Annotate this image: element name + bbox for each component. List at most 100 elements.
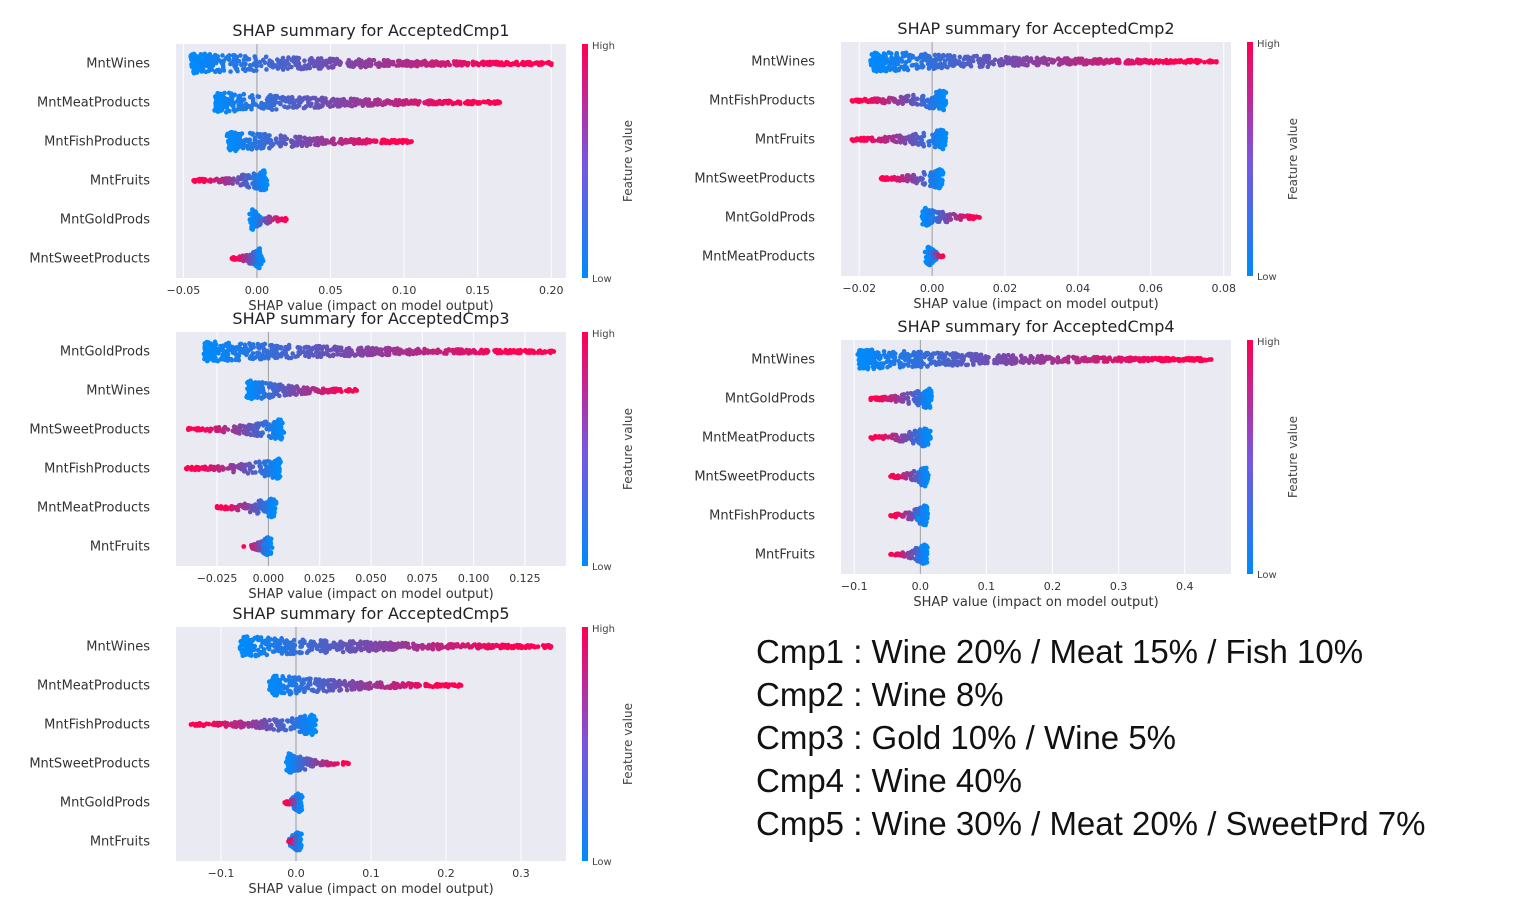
shap-dot [911, 173, 917, 178]
shap-dot [437, 98, 442, 104]
shap-dot [194, 427, 200, 433]
shap-dot [225, 358, 231, 363]
shap-dot [353, 59, 359, 64]
shap-dot [985, 64, 991, 70]
shap-dot [446, 347, 451, 352]
shap-dot [262, 355, 268, 360]
shap-dot [226, 90, 232, 96]
shap-dot [904, 65, 910, 70]
shap-dot [855, 99, 861, 104]
x-tick-label: 0.20 [539, 284, 564, 297]
shap-dot [257, 249, 263, 255]
shap-dot [232, 108, 238, 114]
shap-dot [332, 141, 338, 147]
shap-dot [225, 131, 231, 137]
shap-dot [1019, 61, 1025, 67]
shap-dot [250, 224, 255, 230]
feature-label: MntFishProducts [44, 135, 150, 150]
shap-dot [242, 137, 248, 143]
shap-dot [1144, 59, 1150, 65]
shap-dot [474, 61, 479, 67]
shap-dot [278, 345, 283, 351]
shap-dot [414, 348, 420, 353]
shap-dot [272, 63, 277, 68]
shap-dot [331, 352, 336, 357]
shap-dot [310, 138, 315, 144]
shap-dot [902, 176, 907, 182]
shap-dot [854, 136, 860, 141]
shap-dot [928, 183, 933, 189]
colorbar [1247, 42, 1253, 276]
shap-dot [308, 59, 313, 64]
shap-dot [356, 348, 362, 353]
shap-dot [392, 138, 398, 144]
shap-dot [259, 144, 265, 150]
shap-dot [951, 59, 957, 65]
shap-dot [390, 61, 396, 67]
shap-dot [1005, 60, 1010, 65]
shap-dot [255, 264, 261, 270]
shap-dot [895, 99, 901, 104]
feature-label: MntWines [751, 55, 815, 70]
shap-dot [257, 346, 262, 351]
shap-dot [317, 345, 323, 351]
shap-dot [951, 63, 956, 68]
colorbar-low-label: Low [592, 274, 612, 285]
shap-dot [909, 63, 915, 68]
shap-dot [271, 421, 276, 426]
shap-dot [444, 351, 449, 356]
feature-label: MntWines [86, 384, 150, 399]
feature-label: MntMeatProducts [37, 96, 150, 111]
x-tick-label: 0.000 [253, 572, 285, 585]
colorbar-low-label: Low [1257, 272, 1277, 283]
shap-dot [257, 432, 263, 438]
shap-dot [293, 134, 298, 140]
shap-dot [269, 60, 275, 65]
shap-dot [316, 141, 322, 146]
x-tick-label: −0.02 [842, 282, 876, 295]
shap-dot [252, 137, 258, 143]
shap-dot [535, 350, 541, 355]
shap-dot [922, 249, 928, 255]
shap-dot [924, 219, 930, 225]
shap-dot [932, 52, 938, 58]
shap-dot [1114, 59, 1119, 65]
shap-dot [256, 380, 262, 386]
shap-dot [296, 103, 302, 108]
shap-dot [363, 64, 369, 70]
shap-dot [919, 134, 925, 140]
shap-dot [945, 56, 951, 62]
shap-dot [923, 206, 928, 212]
shap-dot [290, 351, 295, 356]
shap-dot [919, 59, 924, 65]
shap-dot [191, 178, 197, 183]
shap-dot [879, 61, 884, 66]
shap-dot [225, 427, 231, 432]
shap-dot [435, 350, 440, 356]
shap-dot [238, 101, 244, 107]
shap-dot [208, 65, 213, 71]
shap-dot [256, 139, 262, 145]
shap-dot [468, 101, 473, 107]
x-axis-label: SHAP value (impact on model output) [248, 299, 493, 314]
shap-dot [310, 386, 315, 391]
shap-dot [261, 170, 267, 175]
shap-dot [345, 350, 351, 355]
shap-dot [928, 211, 934, 216]
shap-dot [265, 392, 270, 398]
shap-dot [532, 350, 537, 356]
feature-row-dots [849, 127, 949, 152]
shap-dot [306, 139, 311, 145]
shap-dot [928, 170, 934, 175]
shap-dot [893, 68, 899, 74]
feature-row-dots [191, 168, 270, 193]
shap-dot [296, 62, 302, 67]
shap-dot [849, 137, 855, 142]
shap-dot [940, 140, 945, 145]
shap-dot [346, 386, 352, 392]
shap-dot [218, 95, 224, 101]
shap-dot [433, 61, 439, 67]
shap-dot [245, 176, 251, 181]
shap-dot [282, 392, 288, 398]
x-tick-label: 0.02 [993, 282, 1018, 295]
